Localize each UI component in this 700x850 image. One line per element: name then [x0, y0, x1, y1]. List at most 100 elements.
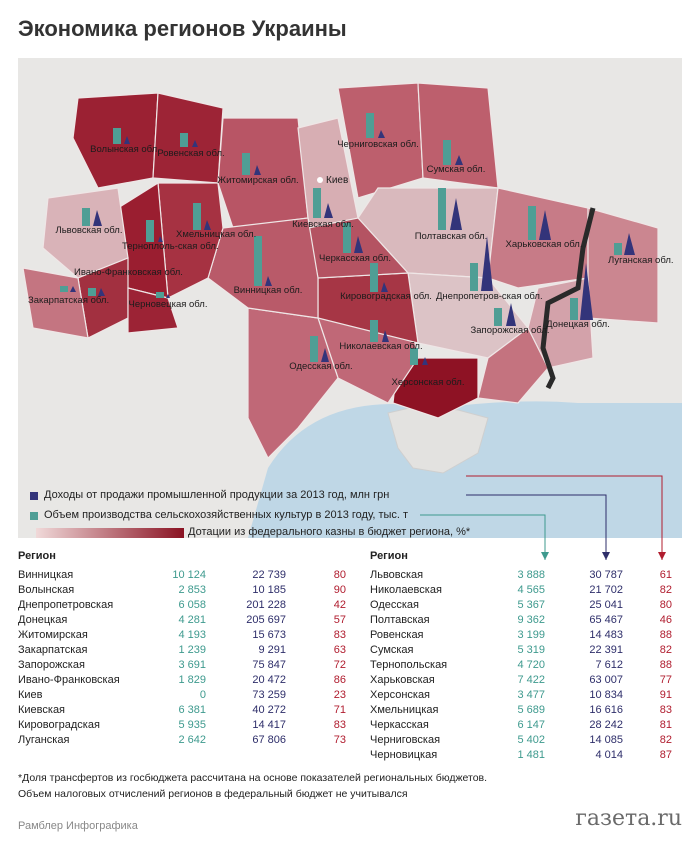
region-zakarpattia — [22, 267, 89, 339]
label-poltava: Полтавская обл. — [414, 231, 488, 242]
region-name: Николаевская — [370, 584, 442, 596]
subsidy-value: 46 — [659, 614, 672, 626]
subsidy-value: 63 — [333, 644, 346, 656]
label-ternopil: Терноплоль-ская обл. — [122, 241, 219, 252]
subsidy-value: 77 — [659, 674, 672, 686]
label-rivne: Ровенская обл. — [157, 148, 225, 159]
subsidy-value: 87 — [659, 749, 672, 761]
ind-tri-lviv — [93, 210, 102, 226]
page-title: Экономика регионов Украины — [18, 16, 347, 41]
legend-agri-swatch — [30, 512, 38, 520]
table-row: Николаевская 4 565 21 702 82 — [370, 583, 682, 598]
table-row: Винницкая 10 124 22 739 80 — [18, 568, 348, 583]
label-khmelnytskyi: Хмельницкая обл. — [176, 229, 257, 240]
label-ivano: Ивано-Франковская обл. — [74, 267, 183, 278]
footnote-1: *Доля трансфертов из госбюджета рассчита… — [18, 772, 488, 784]
region-name: Луганская — [18, 734, 70, 746]
ind-tri-kyiv — [324, 203, 333, 218]
region-chernivtsi — [127, 287, 179, 334]
subsidy-value: 83 — [659, 704, 672, 716]
industry-value: 4 014 — [595, 749, 623, 761]
agri-bar-chernihiv — [366, 113, 374, 138]
city-kiev-label: Киев — [326, 175, 349, 186]
agri-value: 1 481 — [517, 749, 545, 761]
subsidy-value: 82 — [659, 734, 672, 746]
arrow-agri — [541, 552, 549, 560]
ind-tri-ivano — [98, 288, 105, 296]
industry-triangles — [70, 130, 635, 365]
subsidy-value: 71 — [333, 704, 346, 716]
region-name: Винницкая — [18, 569, 74, 581]
industry-value: 25 041 — [589, 599, 623, 611]
table-left-header: Регион — [18, 550, 56, 562]
agri-value: 7 422 — [517, 674, 545, 686]
agri-bar-poltava — [438, 188, 446, 230]
region-name: Ивано-Франковская — [18, 674, 120, 686]
region-name: Днепропетровская — [18, 599, 114, 611]
agri-value: 0 — [199, 689, 206, 701]
ind-tri-chernivtsi — [166, 294, 170, 298]
arrow-industry — [602, 552, 610, 560]
arrow-subsidy — [658, 552, 666, 560]
region-kherson — [392, 357, 479, 419]
label-dnipro: Днепропетров-ская обл. — [436, 291, 543, 302]
region-name: Сумская — [370, 644, 414, 656]
subsidy-value: 82 — [659, 584, 672, 596]
ind-tri-poltava — [450, 198, 462, 230]
table-row: Сумская 5 319 22 391 82 — [370, 643, 682, 658]
label-lviv: Львовская обл. — [55, 225, 123, 236]
agri-bar-luhansk — [614, 243, 622, 255]
region-name: Черниговская — [370, 734, 441, 746]
label-kirovohrad: Кировоградская обл. — [340, 291, 432, 302]
subsidy-value: 73 — [333, 734, 346, 746]
ind-tri-dnipro — [481, 236, 493, 291]
kiev-dot — [317, 177, 323, 183]
label-odesa: Одесская обл. — [289, 361, 353, 372]
agri-bar-odesa — [310, 336, 318, 362]
ind-tri-cherkasy — [354, 236, 363, 253]
industry-value: 10 185 — [252, 584, 286, 596]
industry-value: 30 787 — [589, 569, 623, 581]
industry-value: 9 291 — [258, 644, 286, 656]
agri-value: 9 362 — [517, 614, 545, 626]
label-kharkiv: Харьковская обл. — [505, 239, 583, 250]
agri-value: 3 691 — [178, 659, 206, 671]
industry-value: 73 259 — [252, 689, 286, 701]
table-row: Тернопольская 4 720 7 612 88 — [370, 658, 682, 673]
label-zaporizhzhia: Запорожская обл. — [470, 325, 550, 336]
region-name: Волынская — [18, 584, 75, 596]
industry-value: 205 697 — [246, 614, 286, 626]
agri-bar-kyiv — [313, 188, 321, 218]
industry-value: 22 391 — [589, 644, 623, 656]
subsidy-value: 80 — [659, 599, 672, 611]
agri-value: 2 853 — [178, 584, 206, 596]
agri-value: 5 319 — [517, 644, 545, 656]
industry-value: 22 739 — [252, 569, 286, 581]
region-name: Кировоградская — [18, 719, 100, 731]
legend-subsidy-label: Дотации из федерального казны в бюджет р… — [188, 526, 471, 538]
industry-value: 16 616 — [589, 704, 623, 716]
industry-value: 201 228 — [246, 599, 286, 611]
region-name: Харьковская — [370, 674, 435, 686]
table-row: Полтавская 9 362 65 467 46 — [370, 613, 682, 628]
region-name: Закарпатская — [18, 644, 88, 656]
brand-label: Рамблер Инфографика — [18, 820, 138, 832]
agri-value: 10 124 — [172, 569, 206, 581]
table-right: Регион Львовская 3 888 30 787 61 Николаевска… — [370, 550, 682, 763]
legend-subsidy-gradient — [36, 528, 184, 538]
industry-value: 14 483 — [589, 629, 623, 641]
ind-tri-kherson — [422, 357, 428, 365]
agri-bar-sumy — [443, 140, 451, 165]
table-row: Хмельницкая 5 689 16 616 83 — [370, 703, 682, 718]
front-line — [540, 207, 596, 390]
industry-value: 10 834 — [589, 689, 623, 701]
legend-industry-swatch — [30, 492, 38, 500]
agri-bar-khmelnytskyi — [193, 203, 201, 230]
subsidy-value: 61 — [659, 569, 672, 581]
region-name: Одесская — [370, 599, 419, 611]
agri-value: 4 193 — [178, 629, 206, 641]
industry-value: 67 806 — [252, 734, 286, 746]
table-row: Львовская 3 888 30 787 61 — [370, 568, 682, 583]
agri-bar-vinnytsia — [254, 236, 262, 286]
